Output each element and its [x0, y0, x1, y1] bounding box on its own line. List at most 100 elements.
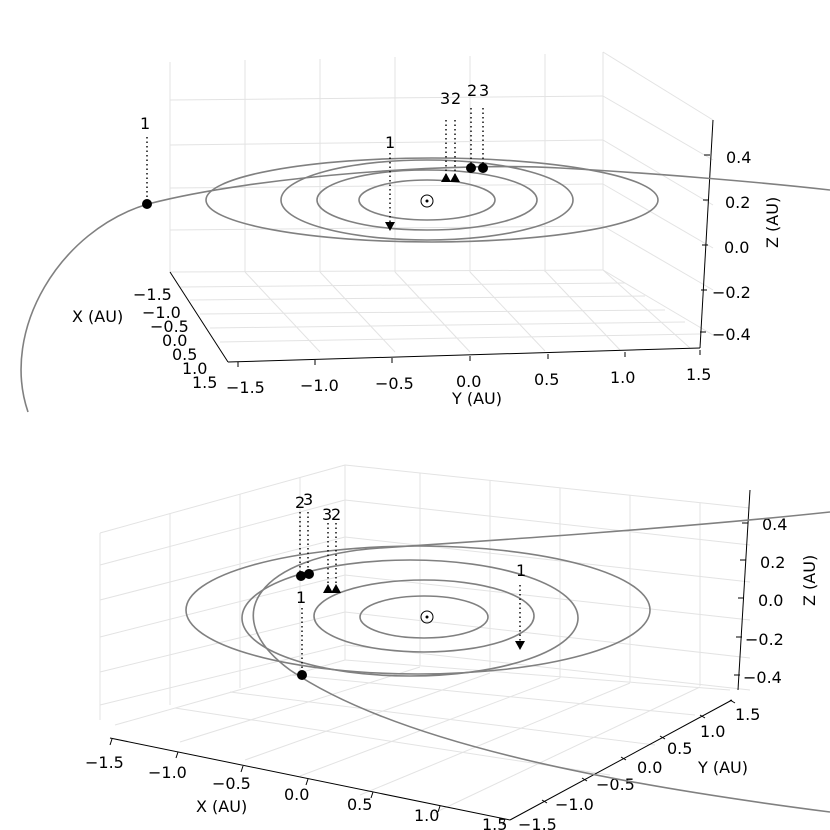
orbit-second [313, 579, 535, 653]
bottom-ytick: 0.0 [637, 758, 662, 777]
bottom-xtick: 1.0 [414, 806, 439, 825]
top-xtick: −1.5 [133, 285, 172, 304]
top-xtick: −0.5 [150, 317, 189, 336]
marker-triangle-up [441, 173, 451, 182]
marker-triangle-up [323, 584, 333, 593]
orbit-third [241, 559, 579, 677]
top-x-axis-label: X (AU) [72, 307, 123, 326]
marker-label: 3 [322, 505, 332, 524]
marker-triangle-up [450, 173, 460, 182]
marker-circle [297, 670, 307, 680]
marker-label: 2 [295, 493, 305, 512]
top-marker-labels: 1 1 3 2 2 3 [140, 81, 489, 152]
marker-circle [296, 571, 306, 581]
top-ytick: 0.0 [456, 372, 481, 391]
bottom-markers [296, 569, 525, 680]
top-ytick: −1.5 [226, 378, 265, 397]
bottom-z-tick-labels: 0.4 0.2 0.0 −0.2 −0.4 [743, 515, 787, 687]
top-ytick: 1.5 [686, 365, 711, 384]
top-y-axis-label: Y (AU) [451, 389, 502, 408]
top-ytick: 0.5 [534, 370, 559, 389]
top-ztick: 0.4 [726, 148, 751, 167]
top-panel: −1.5 −1.0 −0.5 0.0 0.5 1.0 1.5 Y (AU) −1… [20, 51, 830, 413]
top-z-axis-label: Z (AU) [763, 197, 782, 248]
bottom-ticks [109, 522, 748, 826]
marker-label: 2 [467, 81, 477, 100]
top-axes [169, 119, 714, 363]
top-xtick: −1.0 [142, 303, 181, 322]
bottom-ytick: 1.5 [735, 705, 760, 724]
bottom-ztick: 0.2 [760, 553, 785, 572]
marker-label: 1 [385, 133, 395, 152]
bottom-ytick: 1.0 [700, 722, 725, 741]
bottom-xtick: 1.5 [482, 815, 507, 830]
bottom-panel: −1.5 −1.0 −0.5 0.0 0.5 1.0 1.5 X (AU) −1… [85, 464, 830, 830]
bottom-drop-lines [299, 512, 521, 675]
top-xtick: 1.5 [192, 373, 217, 392]
top-xtick: 1.0 [182, 359, 207, 378]
bottom-ztick: 0.4 [762, 515, 787, 534]
top-markers [142, 163, 488, 231]
marker-label: 2 [331, 505, 341, 524]
top-ytick: −0.5 [375, 374, 414, 393]
marker-label: 3 [479, 81, 489, 100]
bottom-xtick: −0.5 [212, 774, 251, 793]
bottom-ytick: 0.5 [667, 739, 692, 758]
orbit-comet [252, 511, 830, 813]
top-ztick: 0.0 [724, 238, 749, 257]
top-ytick: 1.0 [610, 368, 635, 387]
bottom-ytick: −0.5 [596, 775, 635, 794]
sun-symbol-center [425, 199, 429, 203]
sun-symbol [420, 610, 434, 624]
marker-label: 1 [296, 588, 306, 607]
bottom-ztick: −0.4 [743, 668, 782, 687]
marker-triangle-down [515, 641, 525, 650]
top-y-tick-labels: −1.5 −1.0 −0.5 0.0 0.5 1.0 1.5 [226, 365, 711, 397]
top-grid [169, 51, 714, 353]
top-x-tick-labels: −1.5 −1.0 −0.5 0.0 0.5 1.0 1.5 [133, 285, 217, 392]
marker-circle [142, 199, 152, 209]
marker-triangle-down [385, 222, 395, 231]
top-drop-lines [146, 108, 484, 226]
marker-triangle-up [331, 584, 341, 593]
marker-label: 3 [303, 490, 313, 509]
orbit-comet [20, 165, 830, 413]
marker-circle [478, 163, 488, 173]
bottom-marker-labels: 2 3 3 2 1 1 [295, 490, 526, 607]
bottom-x-axis-label: X (AU) [196, 797, 247, 816]
top-sun [420, 194, 434, 208]
top-ticks [237, 154, 710, 367]
top-ztick: −0.4 [712, 325, 751, 344]
marker-label: 3 [440, 89, 450, 108]
top-xtick: 0.0 [162, 331, 187, 350]
orbit-second [316, 169, 538, 231]
bottom-ztick: 0.0 [758, 591, 783, 610]
marker-circle [304, 569, 314, 579]
bottom-sun [420, 610, 434, 624]
orbit-inner [358, 179, 496, 221]
bottom-ytick: −1.5 [518, 815, 557, 830]
top-ztick: 0.2 [725, 193, 750, 212]
bottom-xtick: −1.5 [85, 753, 124, 772]
marker-label: 1 [140, 114, 150, 133]
bottom-xtick: 0.5 [347, 795, 372, 814]
marker-circle [466, 163, 476, 173]
marker-label: 2 [451, 89, 461, 108]
marker-label: 1 [516, 561, 526, 580]
bottom-x-tick-labels: −1.5 −1.0 −0.5 0.0 0.5 1.0 1.5 [85, 753, 507, 830]
sun-symbol-center [425, 615, 429, 619]
top-ytick: −1.0 [300, 376, 339, 395]
top-xtick: 0.5 [172, 345, 197, 364]
sun-symbol [420, 194, 434, 208]
top-ztick: −0.2 [712, 283, 751, 302]
bottom-orbits [185, 511, 830, 813]
bottom-y-axis-label: Y (AU) [697, 758, 748, 777]
top-orbits [20, 157, 830, 413]
top-z-tick-labels: 0.4 0.2 0.0 −0.2 −0.4 [712, 148, 751, 344]
orbit-outer [205, 157, 659, 243]
orbit-outer [185, 545, 651, 675]
bottom-xtick: 0.0 [284, 785, 309, 804]
orbit-third [280, 159, 574, 241]
orbit-inner [359, 595, 489, 639]
